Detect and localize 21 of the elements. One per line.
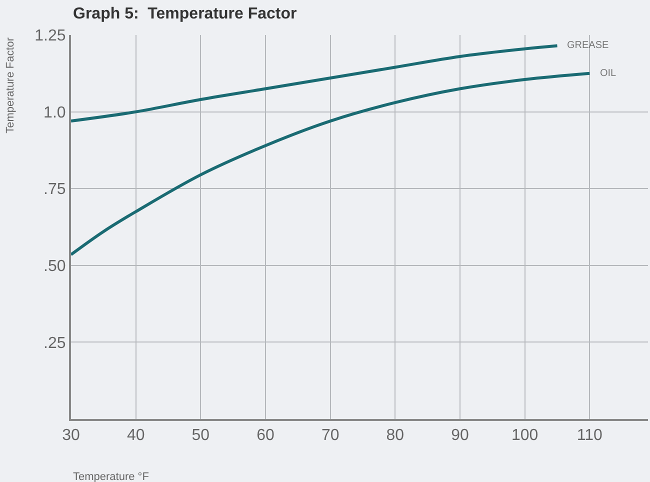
x-tick-label: 70 (321, 427, 340, 444)
y-tick-label: 1.0 (44, 104, 66, 122)
line-series (71, 44, 559, 123)
y-axis-title: Temperature Factor (4, 37, 16, 134)
x-tick-label: 80 (386, 427, 404, 444)
y-tick-label: 1.25 (34, 28, 66, 45)
x-tick-label: 100 (511, 427, 538, 444)
x-tick-label: 30 (62, 427, 80, 444)
line-series (71, 72, 592, 256)
y-tick-label: .50 (44, 258, 66, 275)
y-tick-label: .25 (44, 334, 66, 352)
x-tick-label: 90 (451, 427, 469, 444)
x-tick-label: 60 (256, 427, 274, 444)
x-tick-label: 50 (192, 427, 210, 444)
x-axis-title: Temperature °F (73, 471, 150, 482)
y-tick-label: .75 (44, 181, 66, 198)
x-tick-label: 110 (576, 427, 602, 444)
series-label: OIL (600, 68, 617, 79)
chart-title: Graph 5: Temperature Factor (73, 5, 297, 22)
x-tick-label: 40 (126, 427, 145, 444)
series-label: GREASE (567, 40, 610, 51)
